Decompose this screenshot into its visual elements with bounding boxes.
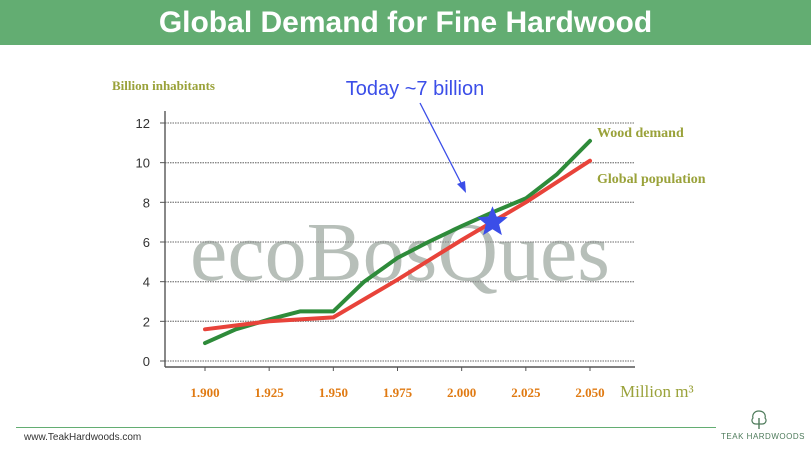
y-tick-label: 6 [143, 235, 150, 250]
y-tick-label: 2 [143, 314, 150, 329]
x-tick-label: 1.950 [319, 385, 348, 400]
star-icon [477, 206, 508, 236]
watermark: ecoBosQues [190, 206, 610, 299]
y-tick-label: 8 [143, 195, 150, 210]
title-bar: Global Demand for Fine Hardwood [0, 0, 811, 45]
x-tick-label: 2.050 [575, 385, 604, 400]
y-axis-title: Billion inhabitants [112, 78, 215, 93]
x-tick-label: 1.900 [190, 385, 219, 400]
x-tick-label: 2.000 [447, 385, 476, 400]
annotation-arrowhead [457, 181, 466, 193]
chart: ecoBosQues 0 2 4 6 8 10 12 1.900 1.925 1.950 1.975… [112, 78, 706, 401]
x-tick-label: 1.975 [383, 385, 413, 400]
logo-text: TEAK HARDWOODS [721, 432, 805, 441]
series [203, 138, 592, 346]
watermark-text: ecoBosQues [190, 206, 610, 299]
slide-title: Global Demand for Fine Hardwood [158, 5, 653, 39]
series-line-1 [203, 158, 592, 332]
y-tick-label: 10 [136, 156, 150, 171]
legend-label-0: Wood demand [597, 126, 684, 141]
labels: Billion inhabitants Million m³ Wood demand… [112, 78, 706, 401]
annotation-arrow [419, 102, 463, 186]
x-tick-label: 1.925 [255, 385, 285, 400]
x-axis-title: Million m³ [620, 382, 694, 401]
footer-url: www.TeakHardwoods.com [24, 432, 142, 443]
y-tick-label: 0 [143, 354, 150, 369]
legend-label-1: Global population [597, 172, 706, 187]
axes: 0 2 4 6 8 10 12 1.900 1.925 1.950 1.975 2.000 2.025 2… [136, 111, 635, 400]
grid [165, 122, 635, 362]
y-tick-label: 4 [143, 275, 150, 290]
footer-divider [16, 427, 716, 428]
tree-icon [751, 410, 767, 429]
annotation-text: Today ~7 billion [346, 78, 484, 100]
footer-logo: TEAK HARDWOODS [716, 410, 806, 450]
x-tick-label: 2.025 [511, 385, 541, 400]
y-tick-label: 12 [136, 116, 150, 131]
